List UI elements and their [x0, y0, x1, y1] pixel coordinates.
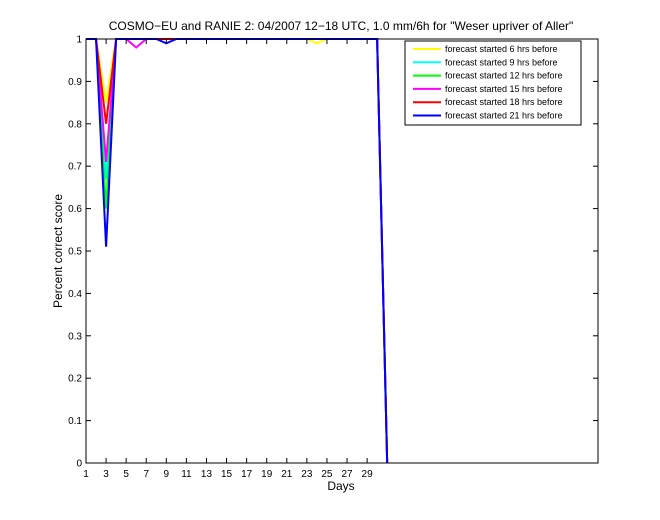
legend-label: forecast started 18 hrs before	[445, 97, 563, 107]
y-tick-label: 1	[76, 35, 82, 46]
y-tick-label: 0.4	[68, 289, 82, 300]
y-tick-label: 0	[76, 459, 82, 470]
legend-label: forecast started 21 hrs before	[445, 111, 563, 121]
legend-label: forecast started 15 hrs before	[445, 84, 563, 94]
y-axis: 0 0.1 0.2 0.3 0.4 0.5 0.6 0.7 0.8 0.9 1	[68, 35, 598, 470]
y-tick-label: 0.6	[68, 204, 82, 215]
y-tick-label: 0.8	[68, 119, 82, 130]
x-tick-label: 7	[143, 469, 149, 480]
x-tick-label: 5	[123, 469, 129, 480]
x-tick-label: 15	[221, 469, 233, 480]
x-tick-label: 25	[321, 469, 333, 480]
y-tick-label: 0.5	[68, 247, 82, 258]
x-tick-label: 29	[362, 469, 374, 480]
x-tick-label: 23	[301, 469, 313, 480]
x-tick-label: 9	[164, 469, 170, 480]
y-tick-label: 0.9	[68, 77, 82, 88]
legend-label: forecast started 12 hrs before	[445, 71, 563, 81]
y-axis-title: Percent correct score	[51, 194, 65, 308]
x-tick-label: 3	[103, 469, 109, 480]
x-tick-label: 1	[83, 469, 89, 480]
legend: forecast started 6 hrs before forecast st…	[404, 40, 582, 126]
x-tick-label: 19	[261, 469, 273, 480]
x-tick-label: 27	[341, 469, 353, 480]
y-tick-label: 0.2	[68, 374, 82, 385]
y-tick-label: 0.1	[68, 416, 82, 427]
x-axis-title: Days	[327, 479, 354, 493]
y-tick-label: 0.3	[68, 331, 82, 342]
x-tick-label: 17	[241, 469, 253, 480]
legend-box	[404, 40, 582, 126]
chart-title: COSMO−EU and RANIE 2: 04/2007 12−18 UTC,…	[109, 19, 574, 33]
legend-label: forecast started 9 hrs before	[445, 57, 558, 67]
y-tick-label: 0.7	[68, 162, 82, 173]
x-axis: 1 3 5 7 9 11 13 15 17 19 21 23 25 27 29	[83, 39, 373, 480]
x-tick-label: 11	[181, 469, 192, 480]
x-tick-label: 21	[281, 469, 293, 480]
x-tick-label: 13	[201, 469, 213, 480]
legend-label: forecast started 6 hrs before	[445, 44, 558, 54]
